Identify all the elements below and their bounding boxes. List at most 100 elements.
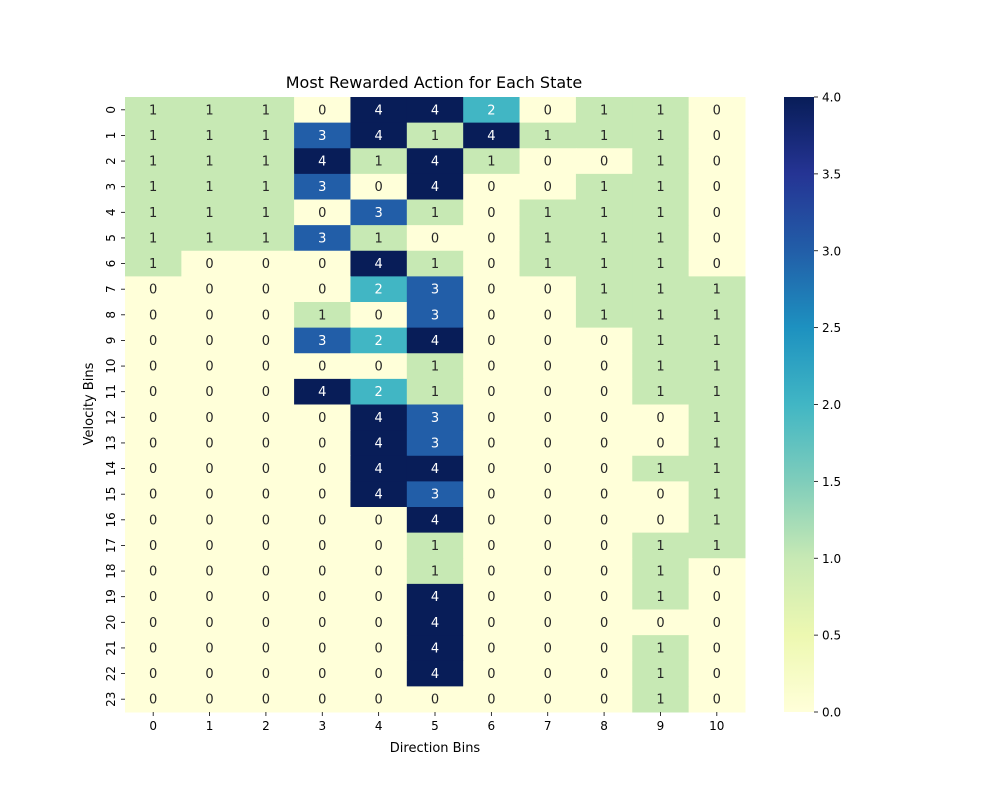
cell-value-label: 0	[487, 411, 495, 426]
cell-value-label: 4	[374, 257, 382, 272]
cell-value-label: 0	[600, 539, 608, 554]
cell-value-label: 1	[544, 231, 552, 246]
cell-value-label: 1	[205, 180, 213, 195]
cell-value-label: 0	[544, 334, 552, 349]
heatmap-cell	[575, 276, 633, 303]
cell-value-label: 1	[205, 155, 213, 170]
cell-value-label: 0	[374, 590, 382, 605]
y-tick-label: 9	[104, 337, 118, 345]
heatmap-cell	[406, 558, 464, 585]
heatmap-cell	[406, 609, 464, 636]
heatmap-cell	[406, 302, 464, 329]
cell-value-label: 0	[318, 667, 326, 682]
y-tick-label: 12	[104, 410, 118, 425]
cell-value-label: 0	[262, 436, 270, 451]
cell-value-label: 4	[431, 641, 439, 656]
x-tick-label: 8	[600, 719, 608, 733]
heatmap-cell	[463, 327, 521, 354]
chart-title: Most Rewarded Action for Each State	[286, 73, 583, 92]
cell-value-label: 0	[262, 308, 270, 323]
y-tick-label: 0	[104, 106, 118, 114]
heatmap-cell	[237, 532, 295, 559]
heatmap-cell	[294, 455, 351, 482]
cell-value-label: 0	[262, 257, 270, 272]
heatmap-cell	[181, 660, 239, 687]
heatmap-cell	[406, 378, 464, 405]
cell-value-label: 0	[318, 488, 326, 503]
cell-value-label: 1	[713, 513, 721, 528]
cell-value-label: 0	[149, 539, 157, 554]
cell-value-label: 1	[431, 257, 439, 272]
y-tick-label: 15	[104, 487, 118, 502]
cell-value-label: 0	[487, 641, 495, 656]
cell-value-label: 1	[656, 231, 664, 246]
cell-value-label: 1	[656, 539, 664, 554]
heatmap-cell	[519, 173, 577, 200]
y-tick-label: 20	[104, 615, 118, 630]
heatmap-cell	[294, 507, 351, 534]
heatmap-cell	[294, 250, 351, 277]
cell-value-label: 0	[149, 334, 157, 349]
cell-value-label: 0	[713, 206, 721, 221]
cell-value-label: 1	[262, 129, 270, 144]
heatmap-cell	[575, 404, 633, 431]
cell-value-label: 0	[600, 693, 608, 708]
cell-value-label: 0	[149, 411, 157, 426]
y-tick-label: 18	[104, 563, 118, 578]
cell-value-label: 0	[149, 616, 157, 631]
colorbar-tick-label: 4.0	[822, 91, 841, 105]
heatmap-cell	[632, 225, 690, 252]
heatmap-cell	[575, 378, 633, 405]
heatmap-cell	[575, 122, 633, 149]
heatmap-cell	[575, 250, 633, 277]
cell-value-label: 1	[205, 103, 213, 118]
heatmap-cell	[125, 353, 182, 380]
heatmap-cell	[575, 173, 633, 200]
cell-value-label: 3	[431, 436, 439, 451]
cell-value-label: 0	[544, 411, 552, 426]
cell-value-label: 1	[713, 334, 721, 349]
cell-value-label: 0	[262, 667, 270, 682]
heatmap-cell	[125, 558, 182, 585]
cell-value-label: 0	[262, 590, 270, 605]
cell-value-label: 1	[262, 206, 270, 221]
cell-annotations: 1 1 1 0 4 4 2 0 1 1 0 1 1 1 3 4 1 4 1 1 1 0 1 1 1 4 1 4 1 0 0 1 0 1 1 1 3 0 4 0…	[149, 103, 721, 707]
heatmap-cell	[688, 430, 746, 457]
cell-value-label: 0	[713, 641, 721, 656]
cell-value-label: 1	[262, 155, 270, 170]
heatmap-cell	[519, 609, 577, 636]
heatmap-cell	[294, 378, 351, 405]
heatmap-cell	[632, 507, 690, 534]
heatmap-cell	[463, 378, 521, 405]
heatmap-cell	[125, 532, 182, 559]
heatmap-cell	[294, 404, 351, 431]
heatmap-cell	[688, 276, 746, 303]
heatmap-cell	[688, 148, 746, 175]
heatmap-cell	[463, 302, 521, 329]
cell-value-label: 1	[487, 155, 495, 170]
cell-value-label: 1	[713, 462, 721, 477]
cell-value-label: 0	[544, 539, 552, 554]
cell-value-label: 0	[600, 488, 608, 503]
cell-value-label: 0	[431, 693, 439, 708]
heatmap-cell	[406, 250, 464, 277]
heatmap-cell	[406, 635, 464, 662]
cell-value-label: 0	[544, 360, 552, 375]
cell-value-label: 0	[374, 539, 382, 554]
cell-value-label: 0	[205, 411, 213, 426]
y-tick-label: 16	[104, 512, 118, 527]
cell-value-label: 0	[487, 513, 495, 528]
heatmap-cell	[519, 455, 577, 482]
cell-value-label: 1	[656, 257, 664, 272]
heatmap-cell	[463, 583, 521, 610]
cell-value-label: 0	[374, 513, 382, 528]
cell-value-label: 3	[318, 334, 326, 349]
heatmap-cell	[406, 148, 464, 175]
heatmap-cell	[181, 635, 239, 662]
cell-value-label: 1	[318, 308, 326, 323]
heatmap-cell	[181, 558, 239, 585]
cell-value-label: 1	[600, 308, 608, 323]
x-tick-label: 6	[488, 719, 496, 733]
cell-value-label: 1	[431, 385, 439, 400]
cell-value-label: 1	[431, 360, 439, 375]
